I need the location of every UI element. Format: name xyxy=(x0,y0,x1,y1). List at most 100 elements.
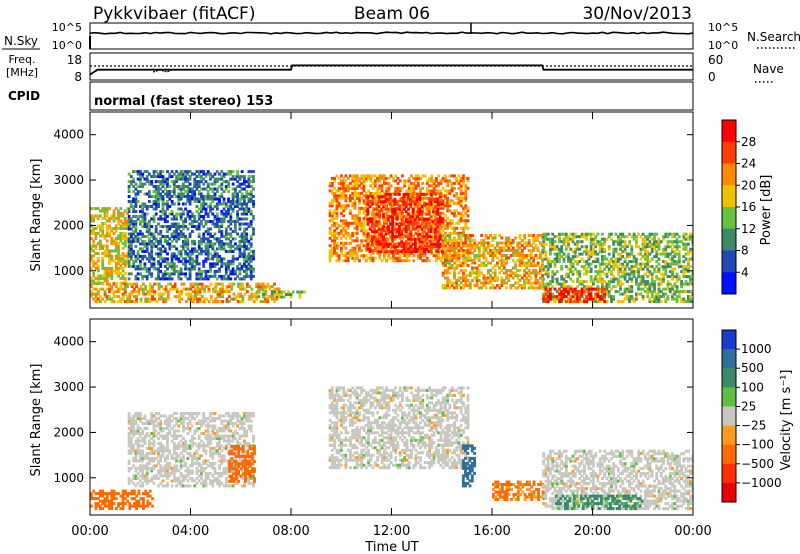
power-cell xyxy=(105,229,109,233)
power-cell xyxy=(400,250,404,254)
power-cell xyxy=(222,247,226,251)
power-cell xyxy=(168,197,172,201)
power-cell xyxy=(231,257,235,261)
power-cell xyxy=(99,214,102,218)
power-cell xyxy=(395,245,399,249)
power-cell xyxy=(353,206,357,210)
power-cell xyxy=(453,174,456,178)
power-cell xyxy=(186,187,190,191)
power-cell xyxy=(117,222,120,225)
power-cell xyxy=(564,272,568,276)
power-cell xyxy=(145,249,149,253)
power-cell xyxy=(392,199,395,203)
power-cell xyxy=(434,210,437,214)
power-cell xyxy=(139,264,142,268)
power-cell xyxy=(245,202,249,206)
power-cell xyxy=(166,262,169,266)
power-cell xyxy=(409,247,413,251)
power-cell xyxy=(621,235,625,239)
power-cell xyxy=(152,235,156,238)
power-cell xyxy=(457,249,461,252)
power-cell xyxy=(175,222,178,226)
power-cell xyxy=(340,194,343,198)
power-cell xyxy=(450,231,454,235)
power-cell xyxy=(414,174,418,178)
power-cell xyxy=(351,251,355,255)
power-cell xyxy=(453,239,456,242)
power-cell xyxy=(170,222,174,226)
power-cell xyxy=(238,202,242,206)
power-cell xyxy=(249,249,253,253)
power-cell xyxy=(625,287,629,291)
power-cell xyxy=(101,252,105,255)
power-cell xyxy=(200,187,203,191)
power-cell xyxy=(439,204,443,208)
power-cell xyxy=(418,225,422,229)
power-cell xyxy=(157,292,161,296)
power-cell xyxy=(335,231,339,235)
power-cell xyxy=(549,252,552,256)
power-cell xyxy=(166,215,169,218)
power-cell xyxy=(644,240,647,244)
power-cell xyxy=(246,290,249,294)
power-cell xyxy=(429,242,433,246)
power-cell xyxy=(247,257,251,261)
power-cell xyxy=(464,269,468,272)
power-cell xyxy=(101,234,105,238)
power-cell xyxy=(370,222,374,226)
power-cell xyxy=(144,297,148,301)
power-cell xyxy=(112,282,116,286)
power-cell xyxy=(502,241,506,245)
power-cell xyxy=(216,290,220,294)
power-cell xyxy=(215,202,219,206)
power-cell xyxy=(632,265,636,269)
power-cell xyxy=(252,187,255,191)
power-cell xyxy=(520,254,524,257)
power-cell xyxy=(560,285,564,289)
power-cell xyxy=(403,184,407,188)
power-cell xyxy=(362,174,366,178)
power-cell xyxy=(220,225,224,228)
power-cell xyxy=(446,189,450,193)
power-cell xyxy=(225,300,229,304)
power-cell xyxy=(204,172,208,176)
power-cell xyxy=(459,241,463,245)
power-cell xyxy=(580,280,584,284)
power-cell xyxy=(462,249,465,252)
power-cell xyxy=(252,269,255,273)
freq-label-1: Freq. xyxy=(8,53,35,66)
power-cell xyxy=(384,247,388,251)
power-cell xyxy=(412,259,416,263)
power-cell xyxy=(134,230,138,233)
power-cell xyxy=(360,249,364,253)
power-cell xyxy=(351,246,355,250)
power-cell xyxy=(121,276,125,280)
power-cell xyxy=(573,260,577,264)
power-cell xyxy=(619,292,622,296)
power-cell xyxy=(202,277,206,281)
power-cell xyxy=(90,244,93,248)
power-cell xyxy=(209,297,213,301)
power-cell xyxy=(101,247,105,250)
power-cell xyxy=(532,239,535,242)
power-cell xyxy=(355,186,359,190)
power-cell xyxy=(612,252,616,256)
power-cell xyxy=(191,264,194,268)
power-cell xyxy=(464,226,468,230)
power-cell xyxy=(641,262,645,266)
power-cell xyxy=(411,195,415,199)
power-cell xyxy=(188,259,192,263)
power-cell xyxy=(243,232,246,236)
power-cell xyxy=(459,189,463,193)
power-cell xyxy=(592,240,595,244)
power-cell xyxy=(143,225,147,228)
power-cell xyxy=(103,244,107,248)
power-cell xyxy=(114,229,118,233)
power-cell xyxy=(564,285,568,289)
power-cell xyxy=(446,191,450,195)
power-cell xyxy=(505,269,508,272)
power-cell xyxy=(166,277,169,281)
power-cell xyxy=(425,192,428,196)
power-cell xyxy=(108,207,111,211)
power-cell xyxy=(375,205,379,209)
